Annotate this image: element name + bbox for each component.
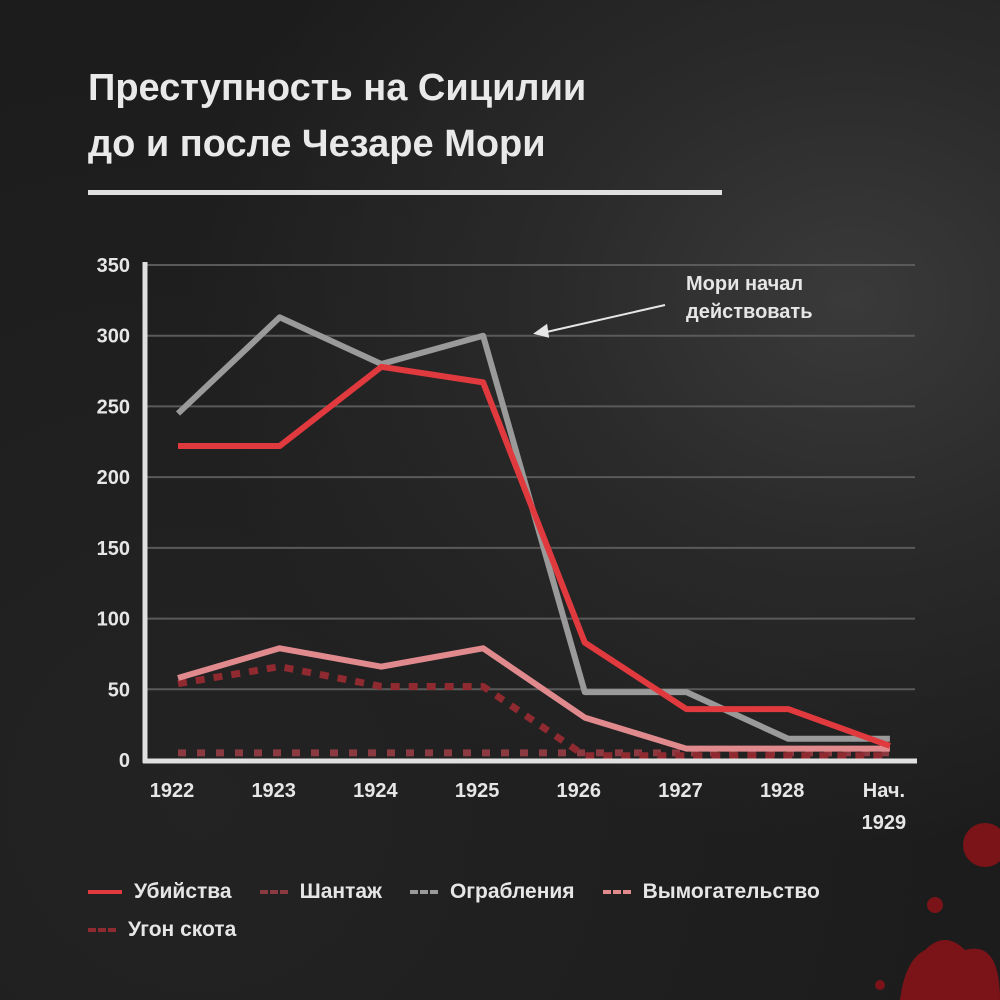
series-line-3: [175, 314, 890, 742]
y-tick-label: 150: [97, 538, 130, 560]
x-tick-label: Нач.: [863, 780, 905, 802]
y-tick-label: 250: [97, 396, 130, 418]
series-line-1: [178, 363, 891, 749]
y-tick-label: 100: [97, 609, 130, 631]
y-tick-label: 300: [97, 326, 130, 348]
legend-swatch: [259, 890, 288, 894]
annotation-line-1: Мори начал: [686, 273, 804, 295]
x-tick-label: 1926: [557, 780, 602, 802]
x-tick-label: 1927: [658, 780, 703, 802]
legend-label: Угон скота: [128, 918, 237, 941]
title-line-2: до и после Чезаре Мори: [88, 123, 546, 165]
series-line-5: [177, 663, 890, 760]
page-title: Преступность на Сицилии до и после Чезар…: [88, 60, 586, 172]
x-tick-label: 1924: [353, 780, 398, 802]
x-tick-label: 1923: [251, 780, 296, 802]
annotation-text: Мори начал действовать: [686, 270, 813, 326]
annotation-arrow: [542, 304, 666, 334]
title-line-1: Преступность на Сицилии: [88, 67, 587, 109]
legend-item: Угон скота: [88, 918, 236, 942]
legend-item: Убийства: [88, 880, 232, 904]
legend-label: Ограбления: [449, 880, 575, 903]
y-tick-label: 50: [108, 679, 130, 701]
series-line-4: [177, 645, 890, 752]
legend-item: Ограбления: [409, 880, 575, 904]
y-tick-label: 0: [119, 750, 130, 772]
x-tick-label: 1922: [150, 780, 195, 802]
blood-splatter: [875, 823, 1000, 1000]
legend: Убийства Шантаж Ограбления Вымогательство Уг…: [88, 880, 928, 942]
arrow-head-icon: [533, 323, 550, 338]
legend-item: Шантаж: [259, 880, 382, 904]
legend-item: Вымогательство: [602, 880, 820, 904]
legend-swatch: [88, 928, 116, 932]
legend-label: Шантаж: [299, 880, 382, 903]
legend-swatch: [409, 890, 438, 894]
legend-swatch: [602, 890, 631, 894]
y-tick-label: 200: [97, 467, 130, 489]
annotation-line-2: действовать: [686, 301, 813, 323]
x-tick-label: 1929: [862, 812, 907, 834]
legend-label: Вымогательство: [642, 880, 820, 903]
title-divider: [88, 190, 722, 195]
y-tick-label: 350: [97, 255, 130, 277]
x-tick-label: 1928: [760, 780, 805, 802]
legend-label: Убийства: [134, 880, 232, 903]
legend-swatch: [88, 890, 122, 894]
x-tick-label: 1925: [455, 780, 500, 802]
